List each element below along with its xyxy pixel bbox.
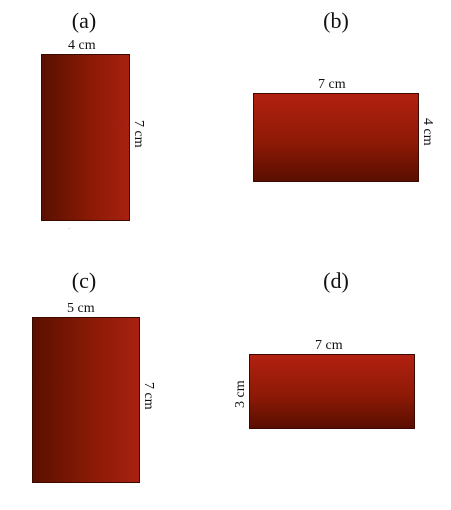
figure-d-label: (d) (323, 268, 349, 293)
figure-b-rectangle (253, 93, 419, 182)
figure-d-height-label: 3 cm (233, 380, 248, 408)
figure-d-rectangle (249, 354, 415, 429)
figure-a-width-label: 4 cm (68, 38, 96, 53)
figure-a-height-label: 7 cm (131, 120, 146, 148)
figure-c-label: (c) (71, 268, 97, 293)
figure-b-height-label: 4 cm (420, 118, 435, 146)
figure-a-artifact: . (68, 221, 71, 231)
figure-c-height-label: 7 cm (141, 382, 156, 410)
figure-c-rectangle (32, 317, 140, 483)
figure-b-label: (b) (323, 8, 349, 33)
figure-d-width-label: 7 cm (315, 338, 343, 353)
figure-a-label: (a) (71, 8, 97, 33)
figure-b-width-label: 7 cm (318, 77, 346, 92)
figure-a-rectangle (41, 54, 130, 221)
figure-c-width-label: 5 cm (67, 301, 95, 316)
